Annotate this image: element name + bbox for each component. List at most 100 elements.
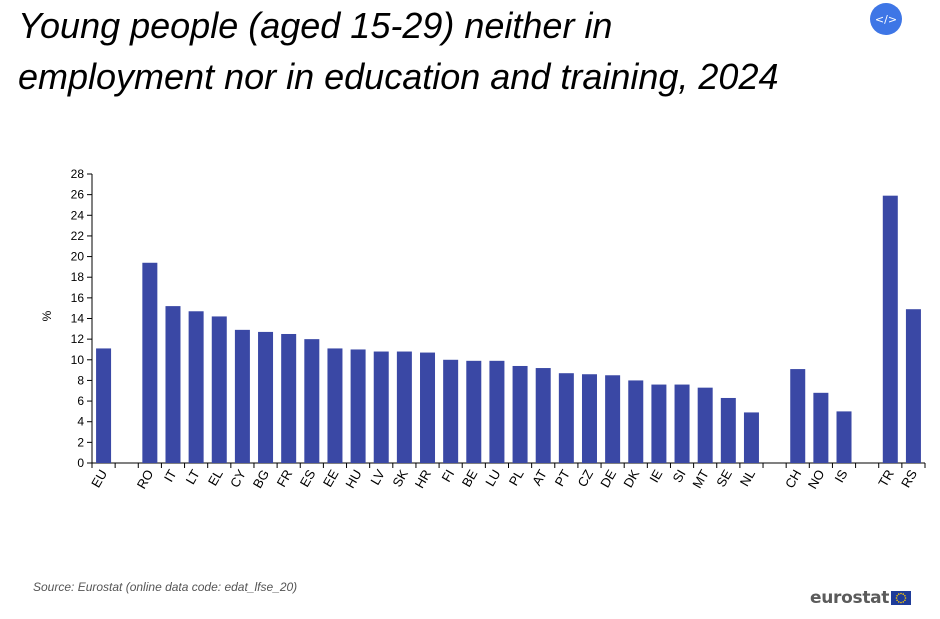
flag-star (896, 599, 899, 602)
y-axis-label: % (40, 310, 54, 321)
flag-star (904, 599, 906, 602)
bar-ie (651, 384, 667, 463)
y-tick-label: 0 (77, 456, 84, 470)
y-tick-label: 26 (71, 188, 85, 202)
x-tick-label: RO (134, 467, 157, 491)
bar-dk (628, 380, 644, 463)
x-tick-label: EU (88, 467, 110, 490)
bar-tr (882, 195, 898, 464)
flag-star (904, 594, 906, 597)
y-tick-label: 10 (71, 353, 85, 367)
x-tick-label: EL (205, 467, 226, 488)
y-tick-label: 6 (77, 394, 84, 408)
bar-cy (234, 329, 250, 463)
bar-lu (489, 360, 505, 463)
bar-no (813, 392, 829, 463)
y-tick-label: 16 (71, 291, 85, 305)
bar-is (836, 411, 852, 463)
x-tick-label: IE (646, 467, 665, 485)
x-tick-label: NO (805, 467, 828, 491)
x-tick-label: HU (342, 467, 364, 491)
x-tick-label: ES (297, 467, 319, 490)
flag-star (900, 601, 902, 604)
flag-star (895, 597, 898, 599)
bar-it (165, 306, 181, 463)
bar-mt (697, 387, 713, 463)
bar-si (674, 384, 690, 463)
y-tick-label: 4 (77, 415, 84, 429)
y-tick-label: 2 (77, 435, 84, 449)
bars (96, 195, 921, 464)
flag-star (902, 593, 905, 595)
flag-star (896, 594, 899, 597)
bar-ro (142, 262, 158, 463)
bar-pt (558, 373, 574, 463)
x-tick-label: LV (367, 467, 388, 488)
x-tick-label: AT (529, 467, 550, 488)
code-embed-icon: </> (874, 12, 898, 26)
bar-es (304, 339, 320, 463)
source-note: Source: Eurostat (online data code: edat… (33, 580, 298, 594)
x-tick-label: BE (459, 467, 481, 490)
bar-se (720, 397, 736, 463)
flag-star (900, 592, 902, 595)
x-tick-label: EE (320, 467, 342, 490)
eurostat-logo: eurostat (810, 588, 912, 608)
x-tick-label: FR (274, 467, 296, 490)
y-tick-label: 20 (71, 250, 85, 264)
bar-de (605, 375, 621, 463)
y-tick-label: 8 (77, 373, 84, 387)
bar-ee (327, 348, 343, 463)
x-tick-label: IS (831, 467, 850, 485)
flag-star (902, 601, 905, 603)
x-tick-label: SI (670, 467, 689, 485)
bar-nl (743, 412, 759, 463)
bar-be (466, 360, 482, 463)
bar-el (211, 316, 227, 463)
flag-star (898, 593, 900, 595)
flag-star (904, 597, 907, 599)
bar-cz (581, 374, 597, 463)
x-tick-label: SK (389, 467, 411, 490)
x-tick-label: HR (412, 467, 434, 491)
bar-pl (512, 365, 528, 463)
bar-bg (258, 331, 274, 463)
bar-lv (373, 351, 389, 463)
x-tick-label: LT (183, 467, 203, 487)
x-tick-label: DE (597, 467, 619, 490)
x-tick-label: IT (161, 467, 180, 485)
bar-hu (350, 349, 366, 463)
x-tick-label: LU (482, 467, 503, 489)
y-tick-label: 14 (71, 312, 85, 326)
bar-rs (905, 309, 921, 463)
y-tick-label: 18 (71, 270, 85, 284)
bar-fr (281, 333, 297, 463)
bar-hr (420, 352, 436, 463)
x-tick-label: PL (506, 467, 527, 488)
x-tick-label: RS (898, 467, 920, 490)
bar-at (535, 368, 551, 463)
bar-eu (96, 348, 112, 463)
bar-sk (396, 351, 412, 463)
x-tick-label: DK (620, 467, 642, 490)
x-tick-label: NL (737, 467, 758, 489)
x-tick-label: PT (552, 467, 573, 489)
x-tick-label: CH (782, 467, 804, 491)
y-tick-label: 24 (71, 208, 85, 222)
x-tick-label: SE (713, 467, 735, 490)
y-tick-label: 12 (71, 332, 85, 346)
bar-ch (790, 369, 806, 463)
logo-text: eurostat (810, 588, 890, 608)
embed-code-button[interactable]: </> (870, 3, 902, 35)
y-tick-label: 28 (71, 167, 85, 181)
flag-star (898, 601, 900, 603)
eu-flag-icon (891, 591, 912, 605)
x-tick-label: TR (875, 467, 897, 490)
bar-lt (188, 311, 204, 463)
x-tick-label: MT (689, 467, 711, 491)
x-tick-label: CY (227, 467, 249, 490)
x-tick-label: CZ (574, 467, 596, 490)
y-tick-label: 22 (71, 229, 85, 243)
